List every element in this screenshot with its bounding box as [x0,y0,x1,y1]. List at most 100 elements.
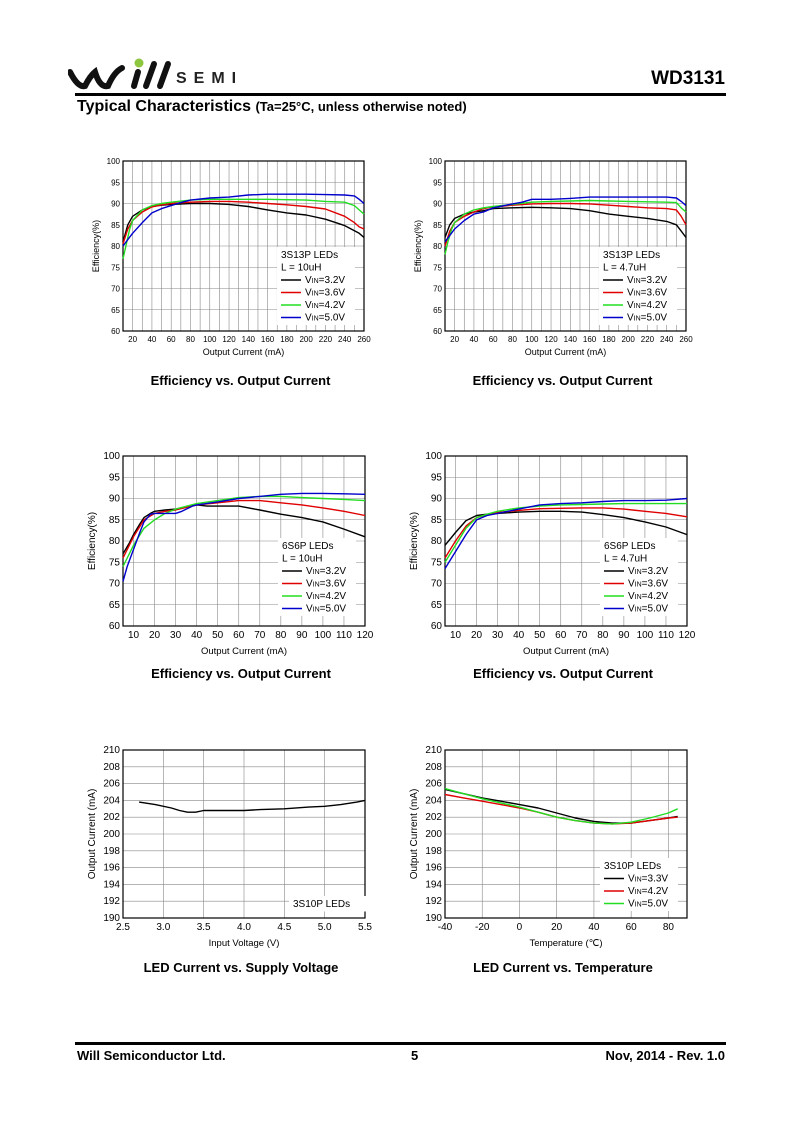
y-tick-label: 95 [109,472,121,483]
y-tick-label: 70 [111,285,120,294]
series-line [444,787,678,825]
y-tick-label: 80 [111,242,120,251]
y-tick-label: 206 [425,779,442,790]
x-tick-label: 160 [583,335,597,344]
x-tick-label: 120 [222,335,236,344]
series-line [444,502,687,563]
y-tick-label: 95 [433,178,442,187]
x-tick-label: 40 [191,630,203,641]
footer-rule [75,1042,726,1045]
y-tick-label: 190 [103,913,120,924]
legend-label: VIN=4.2V [305,300,345,311]
y-tick-label: 85 [431,515,443,526]
x-tick-label: 120 [357,630,374,641]
x-axis-label: Input Voltage (V) [209,938,280,949]
series-line [122,193,365,247]
legend-label: VIN=5.0V [628,899,668,910]
plot-frame [444,160,687,332]
chart-caption: Efficiency vs. Output Current [150,373,331,388]
legend-title: L = 4.7uH [604,554,647,565]
y-axis-label: Efficiency(%) [91,220,101,272]
x-tick-label: 3.0 [156,922,170,933]
x-tick-label: 80 [663,922,675,933]
legend: 3S10P LEDs [289,896,367,912]
series-line [444,793,678,825]
legend-title: 6S6P LEDs [604,541,656,552]
y-tick-label: 196 [103,863,120,874]
legend-title: L = 10uH [282,554,323,565]
y-tick-label: 100 [107,157,121,166]
legend-label: VIN=3.6V [305,288,345,299]
x-tick-label: 60 [489,335,498,344]
plot-frame [122,455,366,627]
legend-bg [278,538,356,616]
x-tick-label: 80 [597,630,609,641]
y-tick-label: 85 [111,221,120,230]
x-tick-label: 120 [679,630,696,641]
series-line [444,206,687,238]
document-id: WD3131 [651,68,725,89]
series-line [444,196,687,243]
x-tick-label: 80 [508,335,517,344]
section-title-text: Typical Characteristics [77,98,252,115]
y-axis-label: Efficiency(%) [87,512,98,570]
legend-title: 3S13P LEDs [281,250,338,261]
legend-label: VIN=4.2V [306,591,346,602]
x-tick-label: 50 [534,630,546,641]
x-tick-label: -20 [475,922,490,933]
x-tick-label: 90 [296,630,308,641]
legend-title: 6S6P LEDs [282,541,334,552]
grid [122,160,365,332]
x-axis-label: Output Current (mA) [525,347,607,357]
x-tick-label: 4.5 [277,922,291,933]
series-line [122,198,365,259]
series-line [122,499,366,559]
y-tick-label: 60 [111,327,120,336]
x-axis-label: Output Current (mA) [201,646,287,657]
legend-title: 3S13P LEDs [603,250,660,261]
x-tick-label: 240 [338,335,352,344]
chart-caption: LED Current vs. Temperature [473,960,653,975]
x-tick-label: 60 [167,335,176,344]
legend-label: VIN=4.2V [627,300,667,311]
x-tick-label: 20 [551,922,563,933]
legend-label: VIN=3.6V [627,288,667,299]
y-tick-label: 70 [109,579,121,590]
grid [122,749,366,919]
y-tick-label: 95 [111,178,120,187]
plot-frame [122,749,366,919]
y-tick-label: 202 [425,812,442,823]
y-tick-label: 65 [433,306,442,315]
series-line [444,510,688,546]
grid [444,749,687,919]
series-line [122,200,365,245]
series-line [138,799,366,813]
x-tick-label: 10 [128,630,140,641]
x-axis-label: Output Current (mA) [523,646,609,657]
legend-label: VIN=3.2V [627,275,667,286]
y-tick-label: 100 [429,157,443,166]
series-line [122,492,366,582]
legend-bg [600,538,678,616]
plot-frame [444,749,688,919]
y-tick-label: 202 [103,812,120,823]
x-tick-label: 260 [357,335,371,344]
y-tick-label: 200 [425,829,442,840]
header-rule [75,93,726,96]
x-axis-label: Output Current (mA) [203,347,285,357]
x-tick-label: 40 [469,335,478,344]
series-line [444,788,678,824]
plot-frame [444,455,688,627]
x-tick-label: 100 [203,335,217,344]
x-tick-label: 140 [242,335,256,344]
x-tick-label: 220 [319,335,333,344]
series-line [444,199,687,255]
y-tick-label: 208 [425,762,442,773]
legend-label: VIN=5.0V [305,313,345,324]
y-tick-label: 90 [431,494,443,505]
x-tick-label: 140 [564,335,578,344]
x-tick-label: 40 [147,335,156,344]
